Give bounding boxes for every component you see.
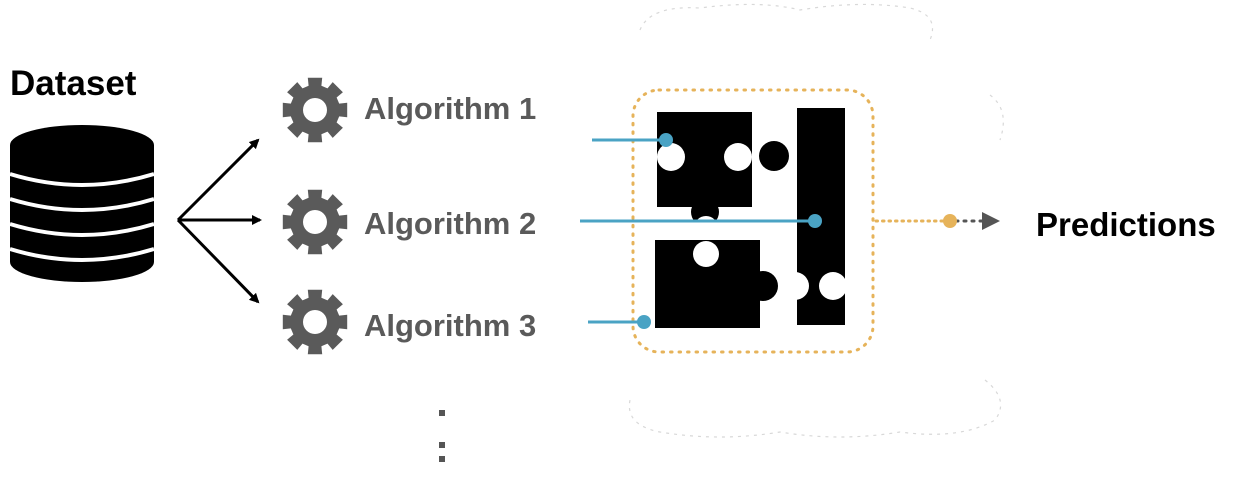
- connector-dot-1: [659, 133, 673, 147]
- background-cloud: [628, 3, 1004, 438]
- ensemble-frame: [631, 88, 875, 354]
- puzzle-piece-bottom-left: [655, 240, 778, 328]
- more-algorithms-ellipsis: [436, 400, 448, 470]
- algorithm-connectors: [580, 138, 815, 324]
- branch-arrows: [176, 138, 262, 304]
- predictions-label: Predictions: [1036, 206, 1216, 243]
- algorithm-label: Algorithm 2: [364, 206, 537, 241]
- arrow-to-algorithm-1: [176, 138, 260, 222]
- gear-icon: [282, 77, 348, 143]
- puzzle-pieces-icon: [655, 108, 847, 328]
- gear-icon: [282, 189, 348, 255]
- output-connector: [874, 212, 1000, 230]
- output-arrowhead: [982, 212, 1000, 230]
- database-icon: [9, 125, 155, 282]
- output-dot: [943, 214, 957, 228]
- connector-dot-3: [637, 315, 651, 329]
- connector-dot-2: [808, 214, 822, 228]
- algorithm-label: Algorithm 3: [364, 308, 537, 343]
- arrow-to-algorithm-3: [176, 218, 260, 304]
- algorithm-label: Algorithm 1: [364, 91, 537, 126]
- gear-icon: [282, 289, 348, 355]
- dataset-title: Dataset: [10, 64, 137, 103]
